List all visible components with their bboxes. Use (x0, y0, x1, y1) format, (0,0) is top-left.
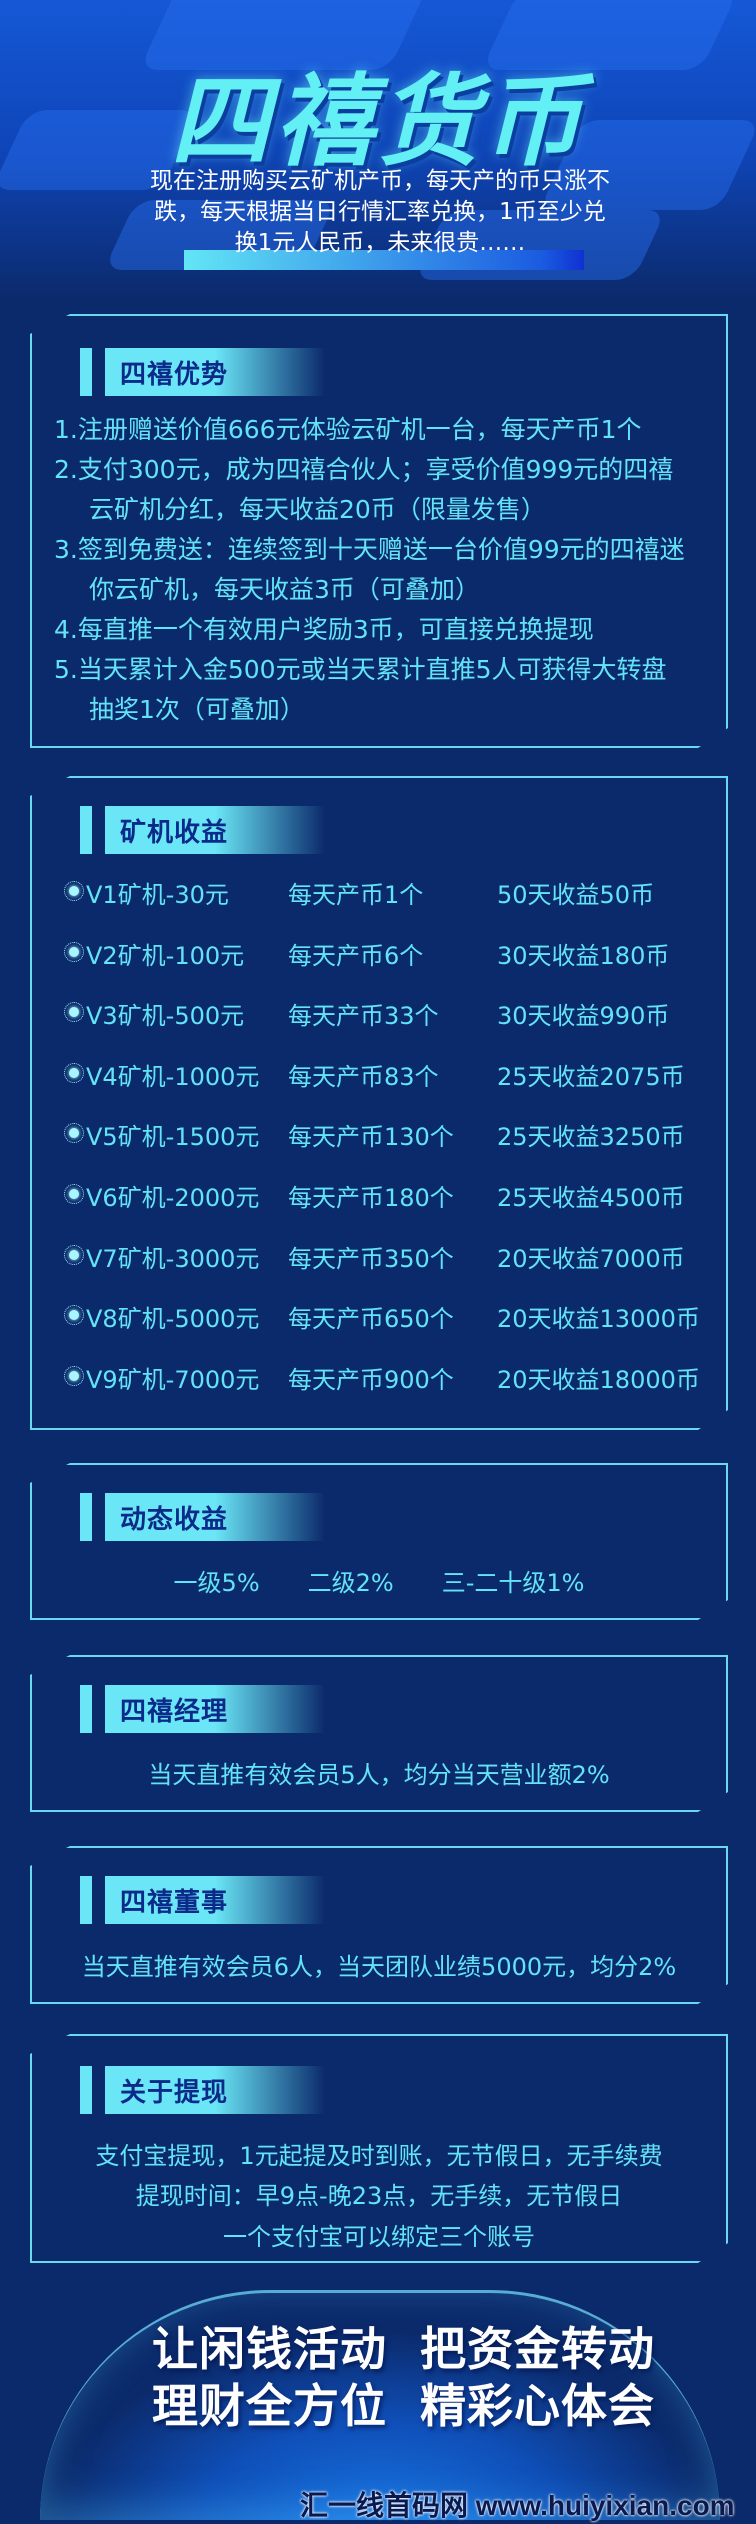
subtitle-highlight (184, 250, 584, 270)
section-title: 四禧优势 (120, 360, 229, 390)
withdraw-line: 提现时间：早9点-晚23点，无手续，无节假日 (135, 2182, 623, 2210)
section-header: 四禧经理 (80, 1685, 340, 1733)
director-text: 当天直推有效会员6人，当天团队业绩5000元，均分2% (81, 1953, 677, 1981)
miner-name: V9矿机-7000元 (86, 1365, 260, 1394)
advantage-line: 5.当天累计入金500元或当天累计直推5人可获得大转盘 (54, 655, 667, 684)
section-title: 四禧董事 (120, 1888, 229, 1918)
miner-daily: 每天产币6个 (288, 941, 424, 970)
subtitle: 现在注册购买云矿机产币，每天产的币只涨不 跌，每天根据当日行情汇率兑换，1币至少… (130, 166, 630, 259)
bullet-icon (64, 1305, 84, 1325)
miner-total: 30天收益180币 (497, 941, 670, 970)
bullet-icon (64, 1366, 84, 1386)
miner-total: 25天收益4500币 (497, 1184, 685, 1212)
miner-total: 20天收益7000币 (497, 1244, 685, 1273)
miner-name: V7矿机-3000元 (86, 1244, 260, 1273)
advantages-panel: 四禧优势 1.注册赠送价值666元体验云矿机一台，每天产币1个 2.支付300元，… (30, 314, 728, 748)
table-row: V3矿机-500元 每天产币33个 30天收益990币 (54, 992, 714, 1032)
miner-daily: 每天产币350个 (288, 1244, 454, 1273)
advantage-line: 抽奖1次（可叠加） (89, 695, 305, 724)
table-row: V4矿机-1000元 每天产币83个 25天收益2075币 (54, 1053, 714, 1093)
bullet-icon (64, 1123, 84, 1143)
advantages-list: 1.注册赠送价值666元体验云矿机一台，每天产币1个 2.支付300元，成为四禧合… (54, 410, 685, 730)
table-row: V7矿机-3000元 每天产币350个 20天收益7000币 (54, 1235, 714, 1275)
section-header: 关于提现 (80, 2066, 340, 2114)
manager-text: 当天直推有效会员5人，均分当天营业额2% (148, 1761, 610, 1789)
advantage-line: 你云矿机，每天收益3币（可叠加） (89, 575, 480, 604)
miner-total: 25天收益2075币 (497, 1062, 685, 1091)
bullet-icon (64, 1245, 84, 1265)
withdraw-panel: 关于提现 支付宝提现，1元起提及时到账，无节假日，无手续费 提现时间：早9点-晚… (30, 2034, 728, 2263)
section-title: 四禧经理 (120, 1697, 229, 1727)
miner-total: 20天收益13000币 (497, 1305, 700, 1334)
slogan: 让闲钱活动 (152, 2322, 387, 2376)
bullet-icon (64, 881, 84, 901)
advantage-line: 云矿机分红，每天收益20币（限量发售） (89, 495, 546, 524)
table-row: V9矿机-7000元 每天产币900个 20天收益18000币 (54, 1356, 714, 1396)
withdraw-line: 支付宝提现，1元起提及时到账，无节假日，无手续费 (95, 2142, 663, 2170)
miner-daily: 每天产币130个 (288, 1123, 454, 1152)
table-row: V1矿机-30元 每天产币1个 50天收益50币 (54, 871, 714, 911)
section-header: 矿机收益 (80, 806, 340, 854)
bullet-icon (64, 1184, 84, 1204)
table-row: V2矿机-100元 每天产币6个 30天收益180币 (54, 932, 714, 972)
watermark: 汇一线首码网 www.huiyixian.com (300, 2490, 735, 2521)
dynamic-panel: 动态收益 一级5% 二级2% 三-二十级1% (30, 1463, 728, 1620)
miner-total: 20天收益18000币 (497, 1365, 700, 1394)
miner-total: 30天收益990币 (497, 1002, 670, 1031)
manager-panel: 四禧经理 当天直推有效会员5人，均分当天营业额2% (30, 1655, 728, 1812)
withdraw-line: 一个支付宝可以绑定三个账号 (223, 2223, 535, 2251)
table-row: V8矿机-5000元 每天产币650个 20天收益13000币 (54, 1295, 714, 1335)
section-header: 四禧优势 (80, 348, 340, 396)
slogan: 把资金转动 (420, 2322, 655, 2376)
table-row: V5矿机-1500元 每天产币130个 25天收益3250币 (54, 1113, 714, 1153)
dynamic-text: 一级5% 二级2% 三-二十级1% (173, 1569, 585, 1597)
bullet-icon (64, 1063, 84, 1083)
miner-name: V6矿机-2000元 (86, 1184, 260, 1212)
miner-name: V3矿机-500元 (86, 1002, 245, 1031)
miner-name: V1矿机-30元 (86, 881, 229, 909)
miner-name: V2矿机-100元 (86, 941, 245, 970)
advantage-line: 2.支付300元，成为四禧合伙人；享受价值999元的四禧 (54, 455, 674, 484)
miner-daily: 每天产币900个 (288, 1365, 454, 1394)
section-title: 矿机收益 (120, 818, 229, 848)
bullet-icon (64, 942, 84, 962)
bullet-icon (64, 1002, 84, 1022)
section-title: 关于提现 (120, 2078, 229, 2108)
page-title: 四禧货币 (170, 63, 586, 180)
miner-name: V4矿机-1000元 (86, 1062, 260, 1091)
miner-daily: 每天产币83个 (288, 1062, 439, 1091)
miners-panel: 矿机收益 V1矿机-30元 每天产币1个 50天收益50币 V2矿机-100元 每天产币… (30, 776, 728, 1430)
miner-name: V5矿机-1500元 (86, 1123, 260, 1152)
miner-total: 50天收益50币 (497, 881, 655, 909)
subtitle-line: 跌，每天根据当日行情汇率兑换，1币至少兑 (154, 199, 606, 225)
miner-daily: 每天产币33个 (288, 1002, 439, 1031)
subtitle-line: 换1元人民币，未来很贵…… (234, 230, 526, 256)
advantage-line: 1.注册赠送价值666元体验云矿机一台，每天产币1个 (54, 415, 642, 444)
advantage-line: 3.签到免费送：连续签到十天赠送一台价值99元的四禧迷 (54, 535, 685, 564)
subtitle-line: 现在注册购买云矿机产币，每天产的币只涨不 (150, 168, 610, 194)
miner-name: V8矿机-5000元 (86, 1305, 260, 1334)
section-title: 动态收益 (120, 1505, 229, 1535)
slogan: 精彩心体会 (420, 2379, 655, 2433)
miner-total: 25天收益3250币 (497, 1123, 685, 1152)
miner-daily: 每天产币180个 (288, 1184, 454, 1212)
miner-daily: 每天产币1个 (288, 881, 424, 909)
advantage-line: 4.每直推一个有效用户奖励3币，可直接兑换提现 (54, 615, 594, 644)
director-panel: 四禧董事 当天直推有效会员6人，当天团队业绩5000元，均分2% (30, 1846, 728, 2004)
slogan: 理财全方位 (152, 2379, 387, 2433)
table-row: V6矿机-2000元 每天产币180个 25天收益4500币 (54, 1174, 714, 1214)
globe-image (40, 2290, 720, 2520)
miner-daily: 每天产币650个 (288, 1305, 454, 1334)
section-header: 四禧董事 (80, 1876, 340, 1924)
section-header: 动态收益 (80, 1493, 340, 1541)
